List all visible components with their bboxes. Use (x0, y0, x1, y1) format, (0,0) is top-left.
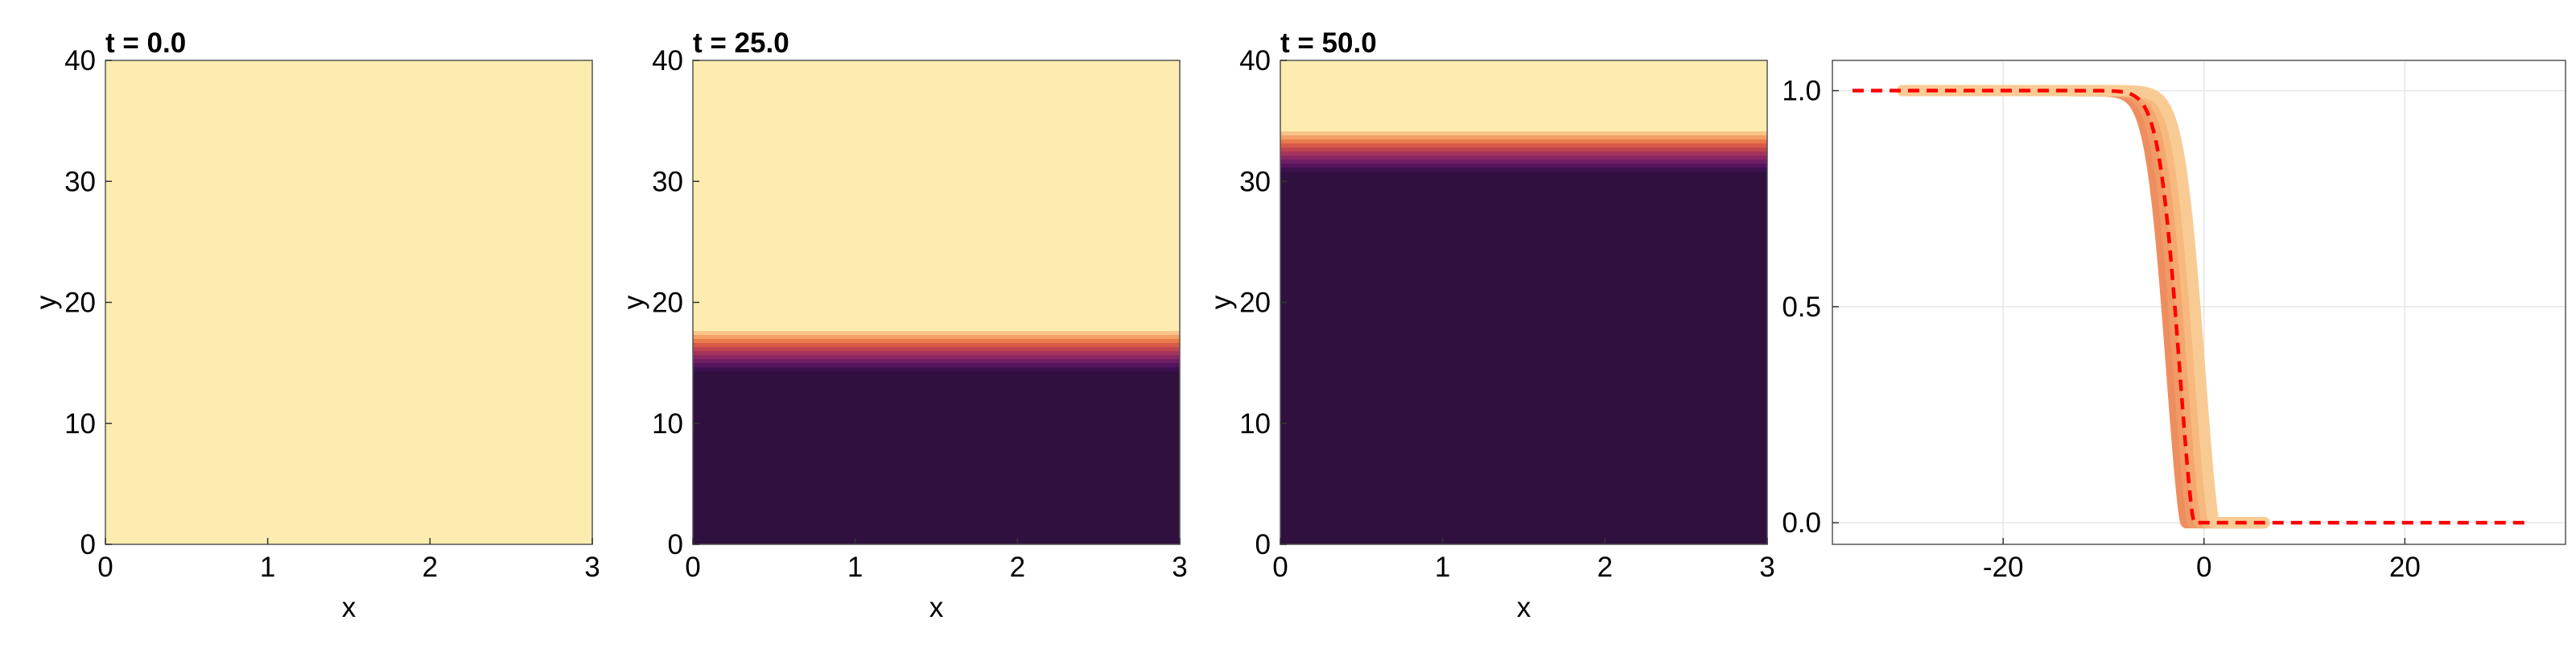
y-tick-label: 30 (652, 166, 683, 197)
contour-band (693, 342, 1180, 348)
y-tick-label: 10 (652, 408, 683, 440)
y-tick-label: 40 (1239, 45, 1271, 76)
x-tick-label: -20 (1983, 552, 2024, 583)
y-tick-label: 0.0 (1782, 507, 1821, 539)
y-tick-label: 0 (80, 529, 96, 560)
x-axis-label: x (929, 592, 944, 623)
y-tick-label: 20 (64, 287, 96, 319)
contour-band (693, 330, 1180, 336)
y-axis-label: y (1206, 295, 1237, 309)
profile-panel: -20 0 20 0.0 0.5 1.0 (1782, 60, 2566, 583)
field-low-region (1280, 175, 1767, 545)
y-tick-label: 40 (64, 45, 96, 76)
y-tick-label: 30 (64, 166, 96, 197)
x-tick-label: 0 (1272, 552, 1288, 583)
x-tick-label: 2 (1597, 552, 1613, 583)
reference-dashed-curve (1852, 89, 2526, 525)
field-high-region (105, 60, 592, 544)
panel-title: t = 50.0 (1280, 27, 1377, 59)
x-tick-label: 1 (847, 552, 863, 583)
contour-band (1280, 134, 1767, 140)
y-tick-label: 0 (1255, 529, 1271, 560)
contour-band (693, 334, 1180, 340)
x-tick-label: 0 (2196, 552, 2211, 583)
x-tick-label: 3 (1172, 552, 1187, 583)
contour-band (1280, 151, 1767, 156)
contour-band (693, 370, 1180, 376)
contour-band (1280, 130, 1767, 136)
x-tick-label: 20 (2389, 552, 2421, 583)
x-tick-label: 0 (685, 552, 700, 583)
contour-band (1280, 167, 1767, 172)
panel-title: t = 25.0 (693, 27, 789, 59)
x-tick-label: 2 (1010, 552, 1025, 583)
y-tick-label: 0.5 (1782, 291, 1821, 323)
y-tick-label: 10 (64, 408, 96, 440)
x-tick-label: 1 (1435, 552, 1450, 583)
y-tick-label: 0 (668, 529, 683, 560)
x-tick-label: 2 (422, 552, 438, 583)
y-tick-label: 20 (1239, 287, 1271, 319)
contour-band (693, 338, 1180, 344)
contour-band (1280, 126, 1767, 132)
x-tick-label: 3 (1759, 552, 1774, 583)
contour-band (693, 358, 1180, 364)
contour-band (1280, 171, 1767, 176)
contour-band (1280, 147, 1767, 152)
y-tick-label: 1.0 (1782, 76, 1821, 107)
contour-band (1280, 163, 1767, 168)
y-axis-label: y (31, 295, 62, 309)
y-axis-label: y (618, 295, 649, 309)
y-tick-label: 20 (652, 287, 683, 319)
contour-band (693, 350, 1180, 356)
x-axis-label: x (342, 592, 357, 623)
y-tick-label: 10 (1239, 408, 1271, 440)
panel-title: t = 0.0 (105, 27, 186, 59)
x-tick-label: 0 (97, 552, 113, 583)
x-axis-label: x (1517, 592, 1531, 623)
contour-band (693, 366, 1180, 372)
x-tick-label: 1 (260, 552, 275, 583)
contour-band (693, 354, 1180, 360)
y-tick-label: 30 (1239, 166, 1271, 197)
y-tick-label: 40 (652, 45, 683, 76)
x-tick-label: 3 (584, 552, 600, 583)
contour-band (693, 362, 1180, 368)
contour-band (1280, 143, 1767, 148)
field-low-region (693, 374, 1180, 544)
axes-frame (1832, 60, 2566, 545)
contour-band (1280, 155, 1767, 160)
contour-band (1280, 139, 1767, 144)
contour-band (693, 346, 1180, 352)
contour-band (1280, 159, 1767, 164)
contour-band (693, 326, 1180, 332)
